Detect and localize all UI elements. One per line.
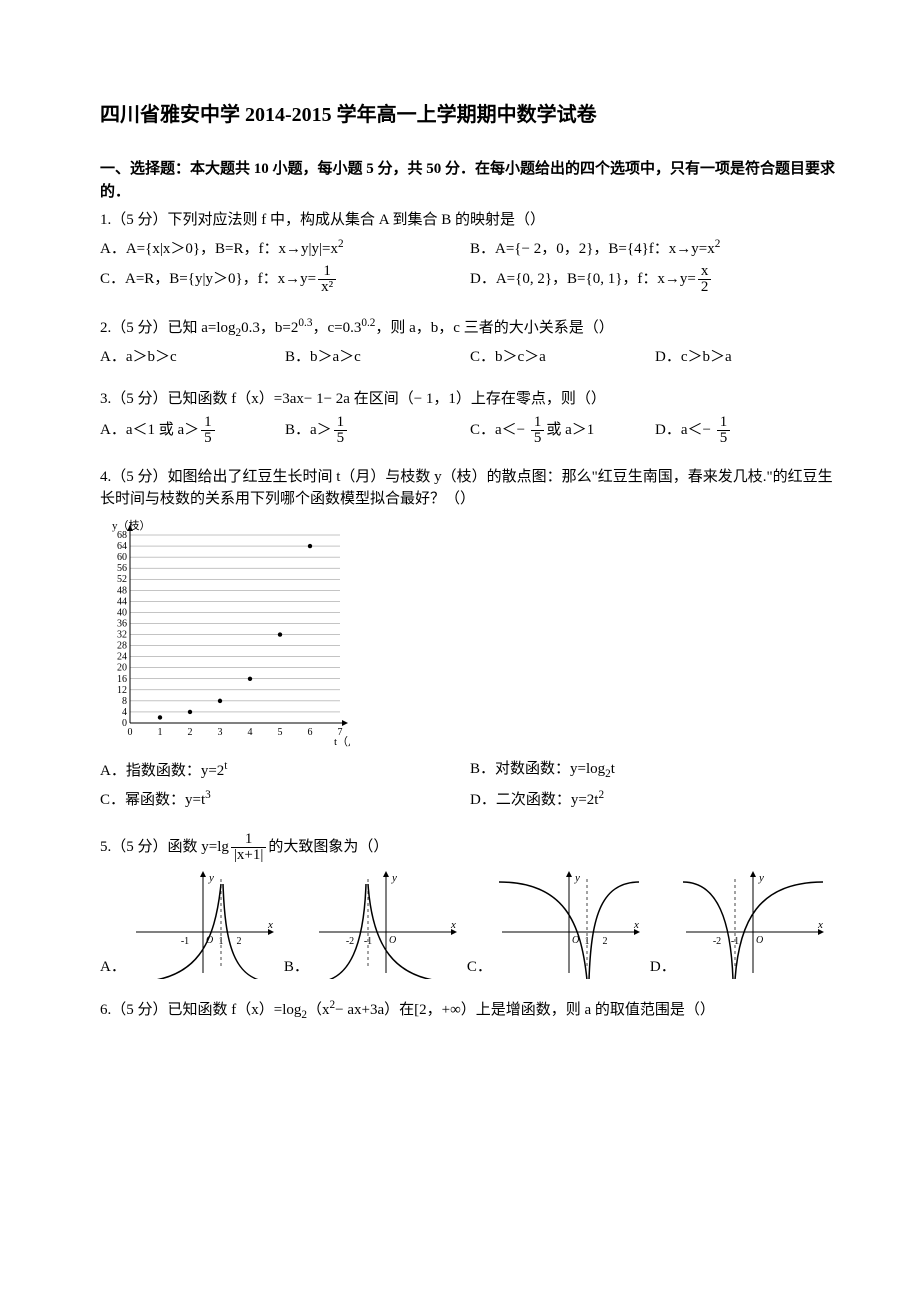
- q5-opt-label: A．: [100, 956, 126, 979]
- svg-text:y: y: [574, 872, 580, 884]
- q1-stem: 1.（5 分）下列对应法则 f 中，构成从集合 A 到集合 B 的映射是（）: [100, 209, 840, 232]
- mini-graph-icon: y x O -2 -1: [678, 869, 828, 979]
- section-heading: 一、选择题：本大题共 10 小题，每小题 5 分，共 50 分．在每小题给出的四…: [100, 158, 840, 203]
- q2-opt-d: D．c＞b＞a: [655, 346, 840, 369]
- q2-opt-b: B．b＞a＞c: [285, 346, 470, 369]
- question-4: 4.（5 分）如图给出了红豆生长时间 t（月）与枝数 y（枝）的散点图：那么"红…: [100, 466, 840, 814]
- svg-text:3: 3: [218, 727, 223, 738]
- svg-text:1: 1: [584, 936, 589, 947]
- q2-opt-c: C．b＞c＞a: [470, 346, 655, 369]
- q4-opt-a: A．指数函数：y=2t: [100, 758, 470, 783]
- q4-opt-d: D．二次函数：y=2t2: [470, 787, 840, 812]
- svg-text:-2: -2: [346, 936, 354, 947]
- svg-text:60: 60: [117, 552, 127, 563]
- mini-graph-icon: yxO12: [494, 869, 644, 979]
- svg-text:24: 24: [117, 652, 127, 663]
- q3-opt-b: B．a＞15: [285, 415, 470, 446]
- q2-opt-a: A．a＞b＞c: [100, 346, 285, 369]
- svg-text:O: O: [756, 935, 763, 946]
- q5-graph-c: C．yxO12: [467, 869, 644, 979]
- q3-opt-a: A．a＜1 或 a＞15: [100, 415, 285, 446]
- svg-text:1: 1: [158, 727, 163, 738]
- svg-text:52: 52: [117, 574, 127, 585]
- q3-opt-c: C．a＜− 15或 a＞1: [470, 415, 655, 446]
- q2-stem: 2.（5 分）已知 a=log20.3，b=20.3，c=0.30.2，则 a，…: [100, 315, 840, 342]
- svg-text:56: 56: [117, 563, 127, 574]
- svg-text:40: 40: [117, 607, 127, 618]
- svg-text:36: 36: [117, 618, 127, 629]
- q3-stem: 3.（5 分）已知函数 f（x）=3ax− 1− 2a 在区间（− 1，1）上存…: [100, 388, 840, 411]
- q5-graph-d: D． y x O -2 -1: [650, 869, 828, 979]
- svg-text:1: 1: [218, 936, 223, 947]
- q5-stem: 5.（5 分）函数 y=lg1|x+1|的大致图象为（）: [100, 832, 840, 863]
- svg-text:44: 44: [117, 596, 127, 607]
- svg-text:28: 28: [117, 640, 127, 651]
- svg-text:-2: -2: [713, 936, 721, 947]
- svg-text:y: y: [391, 872, 397, 884]
- svg-text:x: x: [817, 919, 823, 931]
- svg-text:4: 4: [248, 727, 253, 738]
- svg-text:0: 0: [128, 727, 133, 738]
- question-3: 3.（5 分）已知函数 f（x）=3ax− 1− 2a 在区间（− 1，1）上存…: [100, 388, 840, 448]
- q1-opt-d: D．A={0, 2}，B={0, 1}，f：x→y=x2: [470, 264, 840, 295]
- svg-text:y（枝）: y（枝）: [112, 518, 151, 532]
- q1-opt-c: C．A=R，B={y|y＞0}，f：x→y=1x²: [100, 264, 470, 295]
- q4-stem: 4.（5 分）如图给出了红豆生长时间 t（月）与枝数 y（枝）的散点图：那么"红…: [100, 466, 840, 511]
- q4-opt-b: B．对数函数：y=log2t: [470, 758, 840, 783]
- svg-text:y: y: [758, 872, 764, 884]
- mini-graph-icon: yxO-112: [128, 869, 278, 979]
- svg-text:x: x: [267, 919, 273, 931]
- svg-text:16: 16: [117, 674, 127, 685]
- question-5: 5.（5 分）函数 y=lg1|x+1|的大致图象为（） A． y x O -1 1 2 B．…: [100, 832, 840, 979]
- q5-graph-a: A．yxO-112: [100, 869, 278, 979]
- question-1: 1.（5 分）下列对应法则 f 中，构成从集合 A 到集合 B 的映射是（） A…: [100, 209, 840, 297]
- q1-opt-a: A．A={x|x＞0}，B=R，f：x→y|y|=x2: [100, 236, 470, 261]
- q1-opt-b: B．A={− 2，0，2}，B={4}f：x→y=x2: [470, 236, 840, 261]
- svg-text:8: 8: [122, 696, 127, 707]
- svg-text:64: 64: [117, 541, 127, 552]
- svg-text:2: 2: [236, 936, 241, 947]
- svg-text:0: 0: [122, 718, 127, 729]
- q6-stem: 6.（5 分）已知函数 f（x）=log2（x2− ax+3a）在[2，+∞）上…: [100, 997, 840, 1024]
- svg-text:12: 12: [117, 685, 127, 696]
- svg-text:-1: -1: [181, 936, 189, 947]
- q5-graph-b: B． y x O -2 -1: [284, 869, 461, 979]
- svg-text:48: 48: [117, 585, 127, 596]
- q4-opt-c: C．幂函数：y=t3: [100, 787, 470, 812]
- page-title: 四川省雅安中学 2014-2015 学年高一上学期期中数学试卷: [100, 100, 840, 130]
- question-2: 2.（5 分）已知 a=log20.3，b=20.3，c=0.30.2，则 a，…: [100, 315, 840, 370]
- svg-text:-1: -1: [731, 936, 739, 947]
- svg-text:20: 20: [117, 663, 127, 674]
- svg-text:5: 5: [278, 727, 283, 738]
- svg-text:t（月）: t（月）: [334, 735, 350, 747]
- svg-text:2: 2: [188, 727, 193, 738]
- q5-opt-label: C．: [467, 956, 492, 979]
- svg-text:2: 2: [602, 936, 607, 947]
- svg-text:6: 6: [308, 727, 313, 738]
- q4-scatter-chart: 0481216202428323640444852566064680123456…: [100, 517, 350, 747]
- svg-text:4: 4: [122, 707, 127, 718]
- svg-text:-1: -1: [364, 936, 372, 947]
- mini-graph-icon: y x O -2 -1: [311, 869, 461, 979]
- q5-opt-label: B．: [284, 956, 309, 979]
- svg-text:x: x: [633, 919, 639, 931]
- svg-text:32: 32: [117, 629, 127, 640]
- svg-text:x: x: [450, 919, 456, 931]
- question-6: 6.（5 分）已知函数 f（x）=log2（x2− ax+3a）在[2，+∞）上…: [100, 997, 840, 1024]
- q3-opt-d: D．a＜− 15: [655, 415, 840, 446]
- svg-text:O: O: [389, 935, 396, 946]
- svg-text:y: y: [208, 872, 214, 884]
- q5-opt-label: D．: [650, 956, 676, 979]
